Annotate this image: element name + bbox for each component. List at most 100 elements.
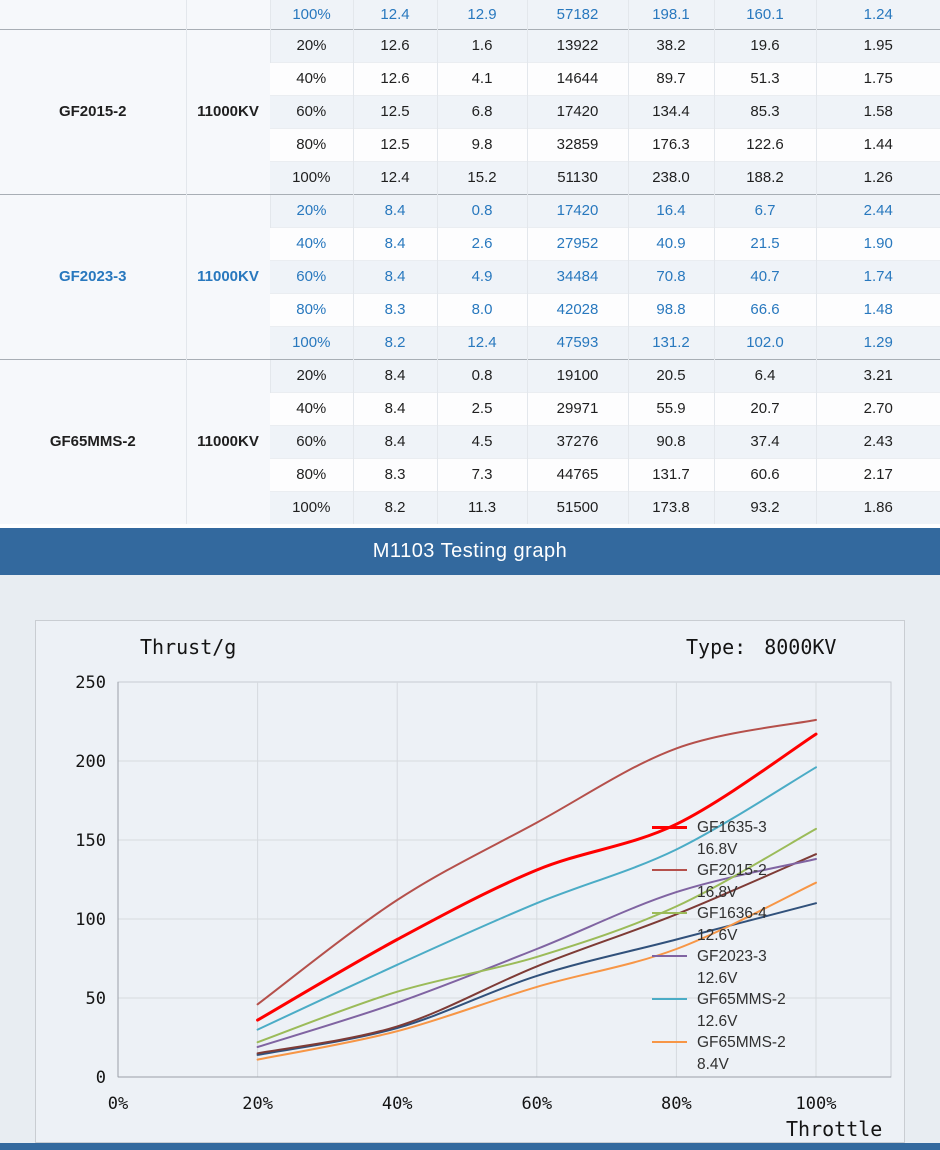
bottom-banner-strip [0,1143,940,1150]
table-cell: 17420 [526,94,628,128]
table-row: 80% 8.3 8.0 42028 98.8 66.6 1.48 [0,292,940,326]
chart-title: Thrust/g [140,635,237,659]
chart-type-label: Type: [686,635,747,659]
series-line-gf1635-3-16.8v [256,732,818,1022]
table-cell: 8.4 [352,226,437,260]
x-tick-label: 40% [382,1094,413,1114]
table-cell: 4.1 [436,61,527,95]
table-row: GF65MMS-2 11000KV 20% 8.4 0.8 19100 20.5 6.4 3.2… [0,358,940,524]
legend-marker [652,912,687,914]
table-cell: 20% [269,193,353,227]
table-cell: 6.7 [713,193,816,227]
table-cell: 29971 [526,391,628,425]
table-cell: 51500 [526,490,628,524]
series-line-gf65mms-2-8.4v [256,881,817,1061]
table-cell: 8.4 [352,391,437,425]
table-cell: 20% [269,28,353,62]
legend-marker [652,869,687,871]
legend-marker [652,998,687,1000]
table-cell: 8.4 [352,358,437,392]
table-cell: 66.6 [713,292,816,326]
table-row: GF2015-2 11000KV 20% 12.6 1.6 13922 38.2 19.6 1.… [0,28,940,194]
table-cell: 21.5 [713,226,816,260]
table-cell: 2.5 [436,391,527,425]
thrust-chart-panel: 0 50 100 150 200 250 0% 20% 40% 60% 80% 100% Thrust… [35,620,905,1143]
table-cell: 40% [270,226,353,260]
x-tick-label: 20% [242,1094,273,1114]
legend-item: GF65MMS-2 12.6V [652,989,872,1032]
table-cell: 11.3 [436,490,527,524]
table-cell: 2.17 [815,457,940,491]
banner-title: M1103 Testing graph [372,540,568,562]
legend-item: GF1636-4 12.6V [652,903,872,946]
table-cell: 14644 [526,61,628,95]
table-cell: 12.5 [352,94,437,128]
table-cell: 131.7 [627,457,714,491]
table-cell: 188.2 [713,160,816,194]
motor-name-cell: GF2023-3 [0,193,186,359]
motor-kv-cell: 11000KV [185,28,270,194]
legend-series-name: GF65MMS-2 [697,991,786,1008]
table-cell: 60% [270,94,353,128]
chart-type: Type: 8000KV [686,635,836,659]
table-cell: 1.26 [815,160,940,194]
table-cell: 1.95 [815,28,940,62]
table-cell: 12.6 [352,61,437,95]
x-tick-label: 0% [108,1094,128,1114]
y-tick-label: 50 [86,989,106,1009]
table-cell: 100% [269,0,353,29]
motor-name-cell: GF65MMS-2 [0,358,186,524]
table-cell: 47593 [526,325,628,359]
legend-series-name: GF2023-3 [697,948,767,965]
chart-type-value: 8000KV [764,635,837,659]
table-cell: 70.8 [627,259,714,293]
table-cell: 40% [270,61,353,95]
legend-series-voltage: 16.8V [697,883,738,901]
table-cell: 4.9 [436,259,527,293]
table-row: 40% 12.6 4.1 14644 89.7 51.3 1.75 [0,61,940,95]
table-cell: 7.3 [436,457,527,491]
table-cell: 8.2 [352,325,437,359]
table-cell: 93.2 [713,490,816,524]
series-line-gf65mms-2-12.6v [256,766,817,1031]
legend-series-name: GF1635-3 [697,819,767,836]
table-cell: 134.4 [627,94,714,128]
table-cell: 9.8 [436,127,527,161]
table-cell: 102.0 [713,325,816,359]
table-cell: 1.74 [815,259,940,293]
legend-label: GF65MMS-2 12.6V [697,989,786,1032]
table-cell: 80% [270,457,353,491]
motor-test-table: 100% 12.4 12.9 57182 198.1 160.1 1.24 GF2015-2 1… [0,0,940,524]
legend-item: GF1635-3 16.8V [652,817,872,860]
table-cell: 34484 [526,259,628,293]
table-cell: 85.3 [713,94,816,128]
table-cell: 12.6 [352,28,437,62]
y-tick-label: 0 [96,1068,106,1088]
series-line-gf2023-3-12.6v [256,858,817,1048]
legend-marker [652,955,687,957]
legend-series-name: GF2015-2 [697,862,767,879]
table-cell: 198.1 [627,0,714,29]
table-cell: 44765 [526,457,628,491]
table-cell: 60.6 [713,457,816,491]
x-tick-label: 60% [521,1094,552,1114]
table-cell: 1.90 [815,226,940,260]
table-cell: 13922 [526,28,628,62]
table-cell: 51130 [526,160,628,194]
legend-label: GF1635-3 16.8V [697,817,767,860]
table-cell: 19.6 [713,28,816,62]
table-cell: 1.6 [436,28,527,62]
table-row: 80% 12.5 9.8 32859 176.3 122.6 1.44 [0,127,940,161]
y-tick-label: 250 [75,673,106,693]
series-line-unlabeled [256,853,817,1055]
motor-kv-cell: 11000KV [185,193,270,359]
legend-label: GF1636-4 12.6V [697,903,767,946]
legend-label: GF65MMS-2 8.4V [697,1032,786,1075]
table-cell: 8.3 [352,457,437,491]
table-cell: 8.4 [352,424,437,458]
table-cell: 1.58 [815,94,940,128]
table-cell: 2.6 [436,226,527,260]
section-banner: M1103 Testing graph [0,528,940,575]
y-tick-label: 100 [75,910,106,930]
legend-marker [652,826,687,829]
